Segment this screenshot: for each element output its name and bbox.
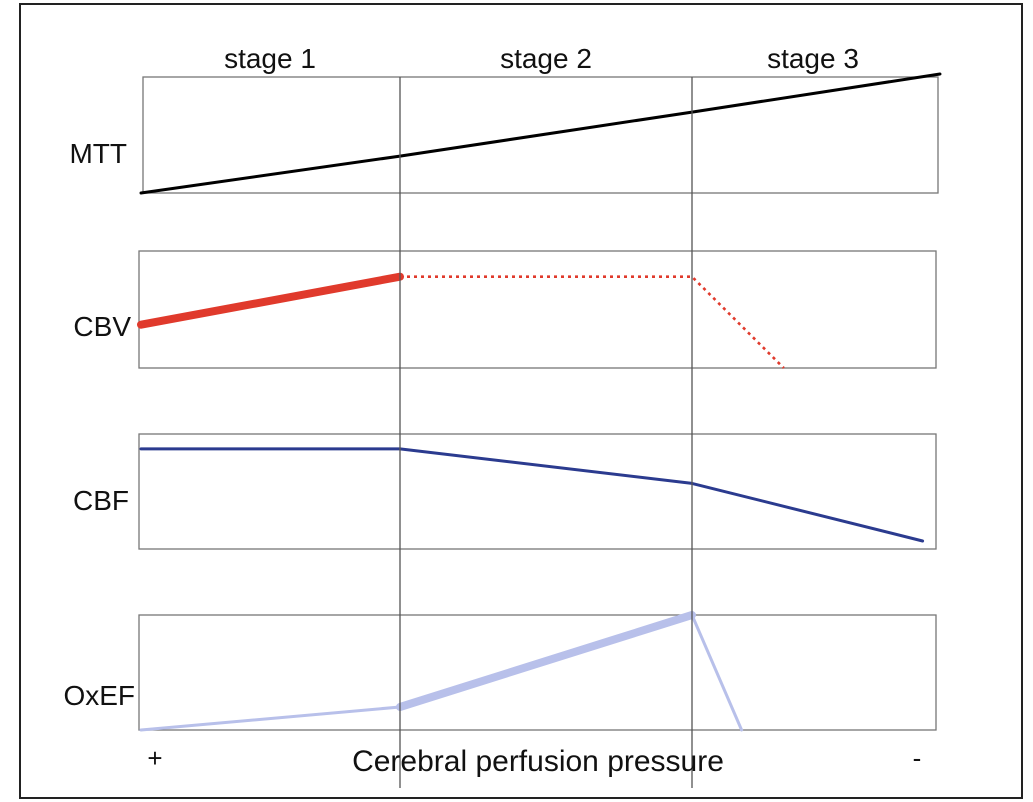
panel-mtt-label: MTT — [69, 138, 127, 169]
stage-label-2: stage 2 — [500, 43, 592, 74]
mtt-line-segment-1 — [139, 72, 942, 195]
cbv-line-segment-2 — [400, 275, 785, 369]
panel-cbv-frame — [138, 250, 937, 369]
panel-cbv-series — [137, 272, 785, 369]
panel-oxef-frame — [138, 614, 937, 731]
stage-label-3: stage 3 — [767, 43, 859, 74]
x-direction-minus: - — [913, 743, 922, 773]
panel-cbf-label: CBF — [73, 485, 129, 516]
oxef-line-segment-2 — [396, 611, 696, 711]
stage-labels: stage 1 stage 2 stage 3 — [224, 43, 859, 74]
stage-label-1: stage 1 — [224, 43, 316, 74]
panel-mtt: MTT — [69, 72, 942, 195]
panel-cbf: CBF — [73, 433, 937, 550]
panel-cbv-label: CBV — [73, 311, 131, 342]
panel-mtt-series — [139, 72, 942, 195]
panel-oxef-label: OxEF — [63, 680, 135, 711]
cbf-line-segment-1 — [139, 447, 925, 543]
x-axis-title: Cerebral perfusion pressure — [352, 745, 724, 778]
panel-cbv: CBV — [73, 250, 937, 369]
panel-oxef: OxEF — [63, 611, 937, 732]
oxef-line-segment-3 — [690, 613, 744, 732]
panel-oxef-series — [139, 611, 744, 732]
x-direction-plus: + — [147, 743, 162, 773]
panel-cbf-frame — [138, 433, 937, 550]
panel-cbf-series — [139, 447, 925, 543]
cbv-line-segment-1 — [137, 272, 404, 329]
oxef-line-segment-1 — [139, 705, 402, 732]
